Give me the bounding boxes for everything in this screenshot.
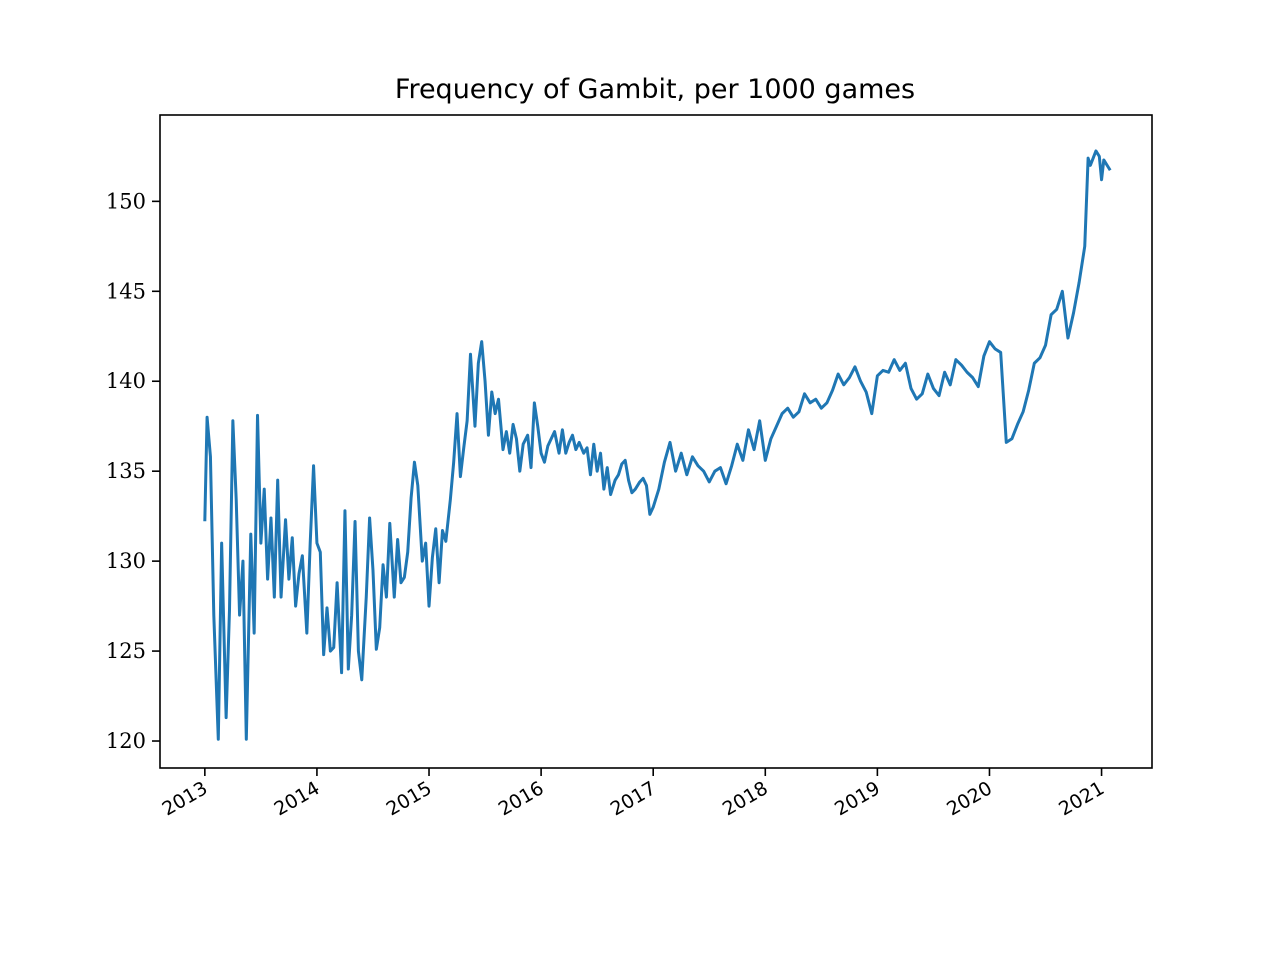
y-tick-label: 125 bbox=[106, 639, 146, 663]
plot-area-frame bbox=[159, 114, 1153, 769]
y-tick-label: 130 bbox=[106, 549, 146, 573]
series-layer bbox=[203, 149, 1112, 741]
y-tick-label: 150 bbox=[106, 189, 146, 213]
y-tick-label: 135 bbox=[106, 459, 146, 483]
y-tick-label: 120 bbox=[106, 729, 146, 753]
y-tick-label: 140 bbox=[106, 369, 146, 393]
chart-title: Frequency of Gambit, per 1000 games bbox=[395, 74, 915, 105]
y-tick-label: 145 bbox=[106, 279, 146, 303]
y-axis: 120 125 130 135 140 145 150 bbox=[106, 189, 160, 753]
series-line-0 bbox=[203, 149, 1112, 741]
